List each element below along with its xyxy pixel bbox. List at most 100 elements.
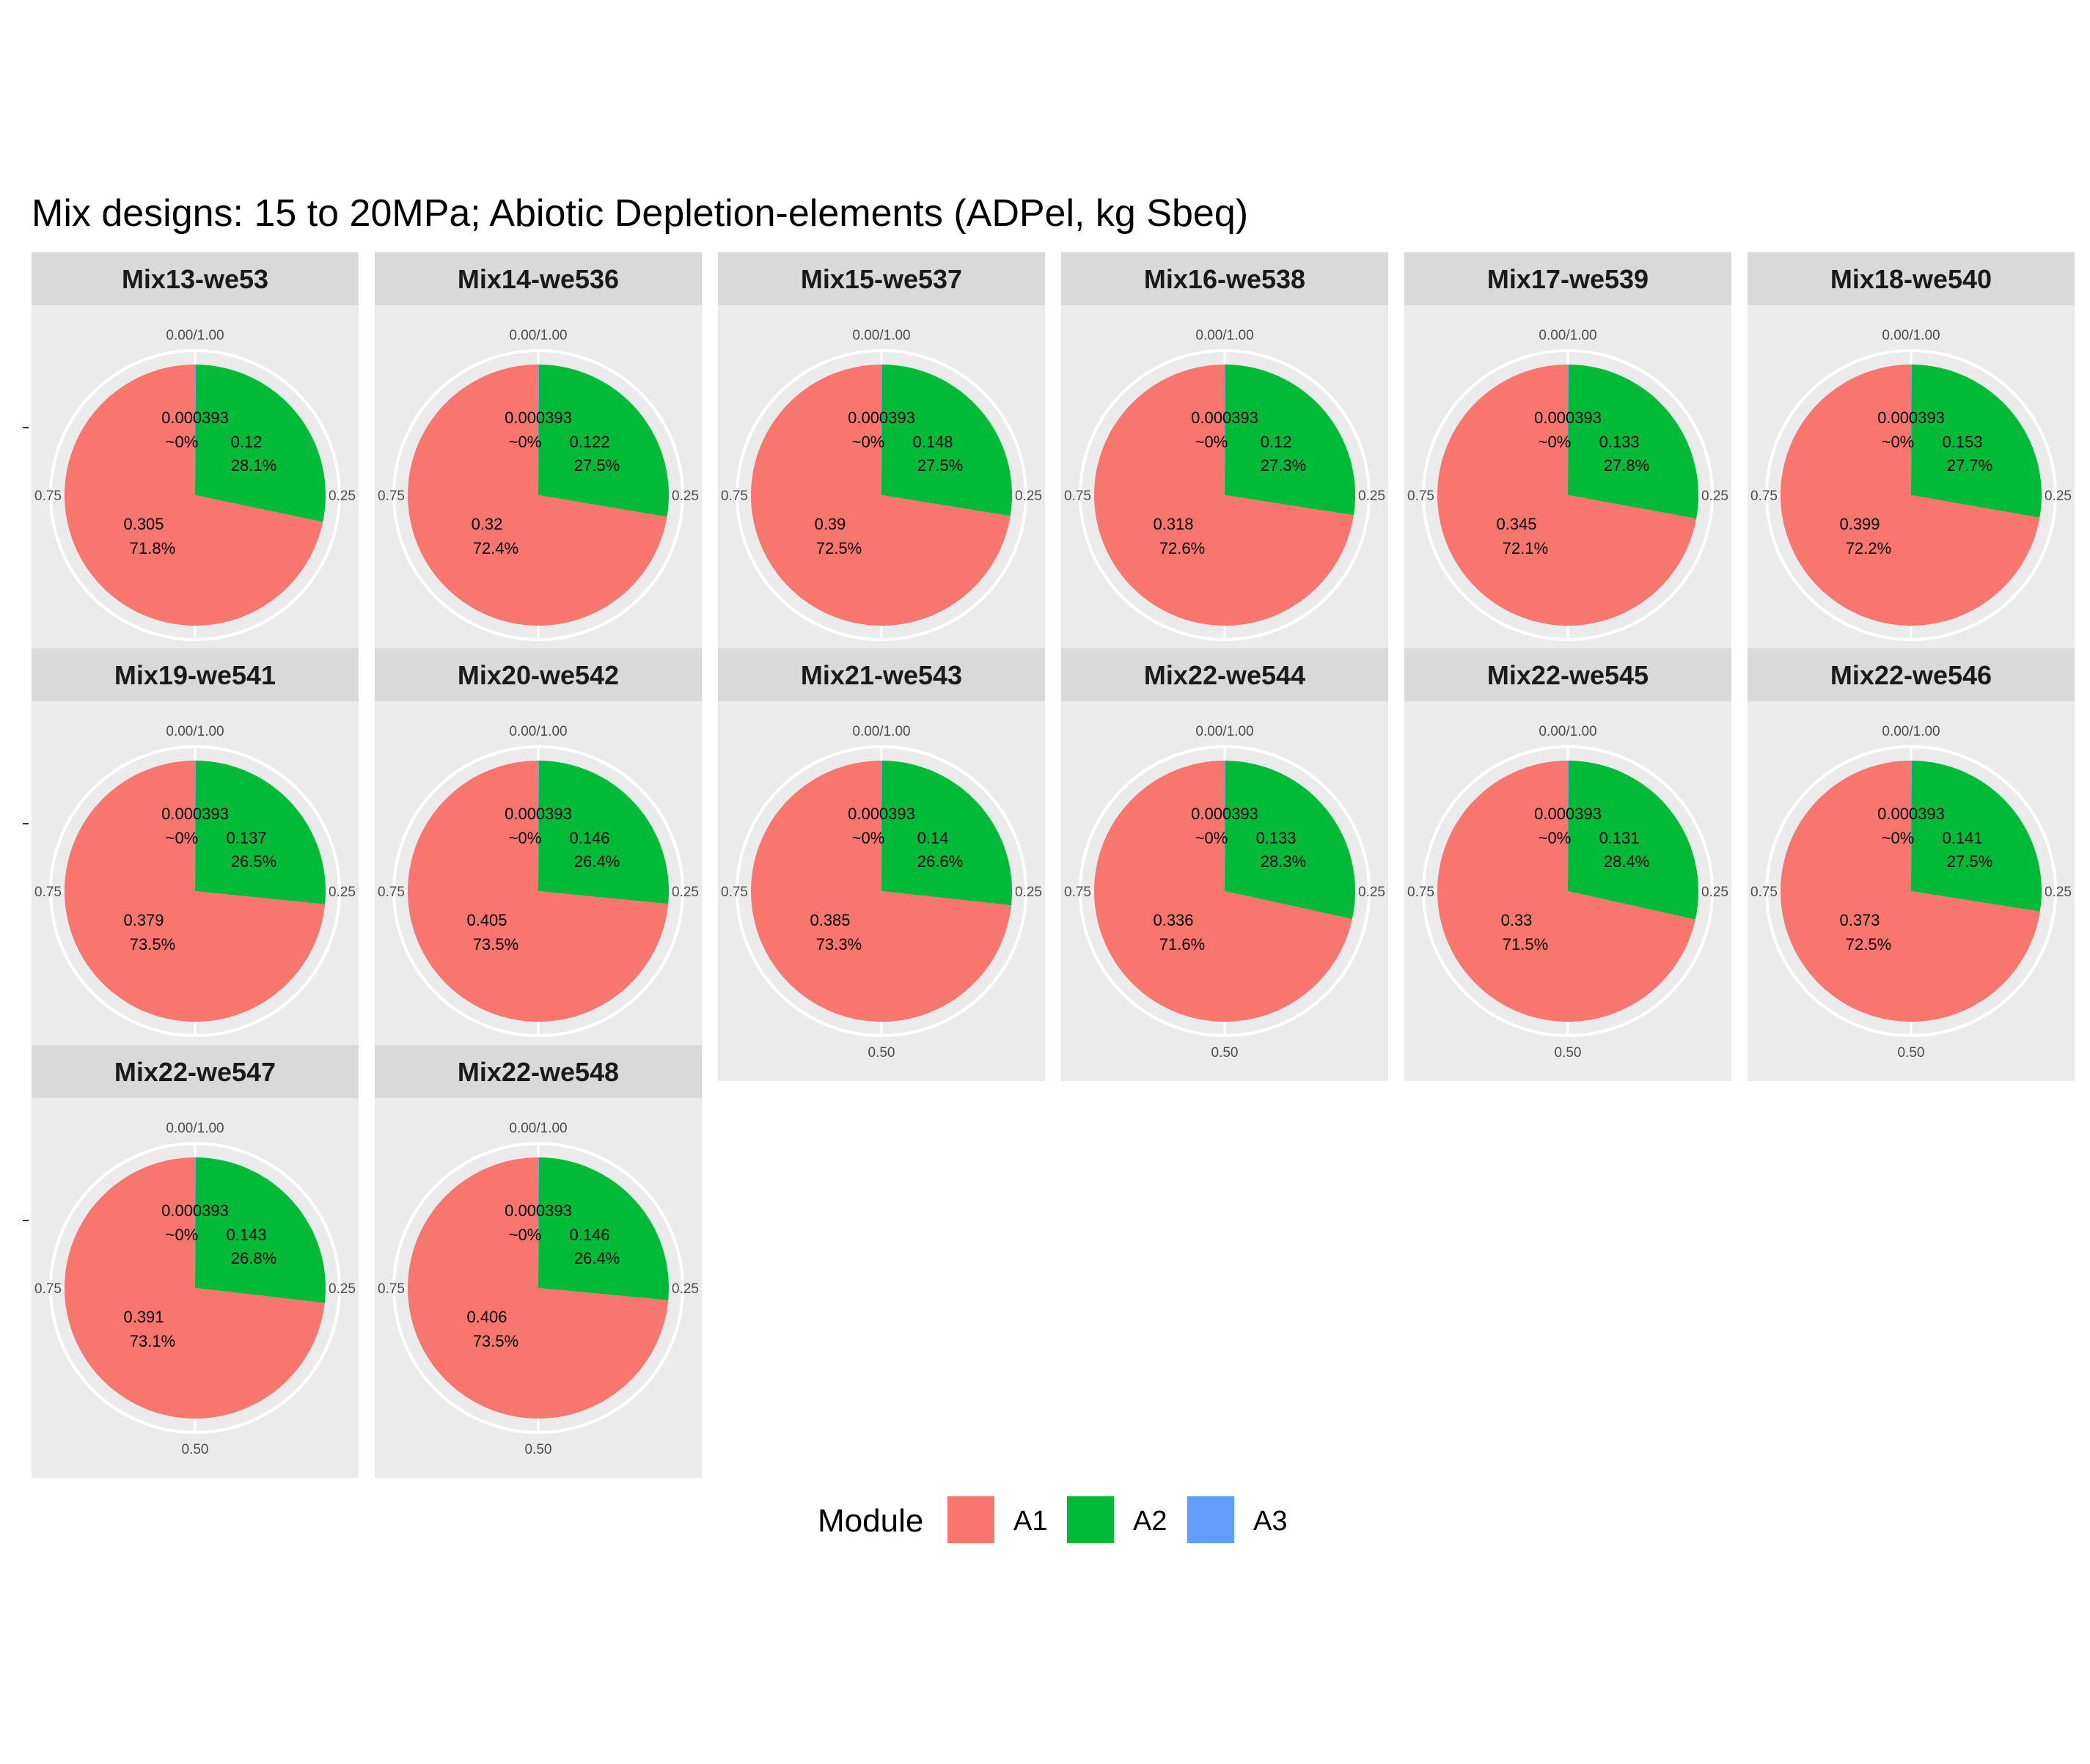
data-label: 0.146	[569, 829, 609, 847]
pie-slice-a3	[195, 364, 197, 495]
data-label: 0.318	[1153, 515, 1193, 533]
facet-strip-label: Mix22-we548	[458, 1057, 619, 1087]
chart-title: Mix designs: 15 to 20MPa; Abiotic Deplet…	[32, 192, 1248, 235]
data-label: 73.5%	[473, 935, 518, 954]
data-label: 26.8%	[231, 1249, 276, 1267]
data-label: 0.143	[226, 1226, 266, 1244]
theta-tick-label: 0.25	[2045, 488, 2072, 504]
data-label: 0.000393	[505, 409, 572, 427]
data-label: 0.399	[1839, 515, 1880, 533]
theta-tick-label: 0.00/1.00	[1882, 328, 1940, 343]
facet-panel: Mix22-we548 0.000393 ~0% 0.146 26.4% 0.406 73.…	[375, 1045, 702, 1478]
data-label: 27.3%	[1261, 456, 1306, 475]
theta-tick-label: 0.50	[1898, 1045, 1925, 1061]
theta-tick-label: 0.50	[868, 1045, 895, 1061]
facet-panel: Mix14-we536 0.000393 ~0% 0.122 27.5% 0.32 72.4…	[375, 252, 702, 685]
facet-strip	[1061, 252, 1388, 305]
pie-slice-a1	[1437, 761, 1695, 1022]
data-label: ~0%	[1195, 433, 1228, 451]
facet-panel: Mix15-we537 0.000393 ~0% 0.148 27.5% 0.39 72.5…	[718, 252, 1045, 685]
facet-strip	[32, 1045, 359, 1098]
data-label: 0.336	[1153, 911, 1193, 929]
data-label: 0.141	[1942, 829, 1982, 847]
facet-strip-label: Mix13-we53	[122, 264, 268, 294]
data-label: ~0%	[1195, 829, 1228, 847]
pie-slice-a2	[1568, 761, 1699, 920]
data-label: 0.000393	[1877, 805, 1945, 823]
facet-panel: Mix16-we538 0.000393 ~0% 0.12 27.3% 0.318 72.6…	[1061, 252, 1388, 685]
pie-slice-a3	[538, 760, 539, 891]
data-label: ~0%	[852, 433, 885, 451]
data-label: 72.5%	[816, 539, 862, 557]
theta-tick-label: 0.50	[182, 1442, 209, 1457]
theta-tick-label: 0.00/1.00	[166, 1121, 224, 1136]
theta-tick-label: 0.00/1.00	[1882, 724, 1940, 739]
data-label: 0.000393	[1534, 409, 1602, 427]
data-label: 0.000393	[161, 1201, 229, 1220]
data-label: ~0%	[852, 829, 885, 847]
data-label: 0.39	[815, 515, 846, 533]
data-label: 0.405	[466, 911, 507, 929]
theta-tick-label: 0.25	[672, 488, 699, 504]
facet-panel: Mix21-we543 0.000393 ~0% 0.14 26.6% 0.385 73.3…	[718, 648, 1045, 1081]
facet-panel: Mix22-we544 0.000393 ~0% 0.133 28.3% 0.336 71.…	[1061, 648, 1388, 1081]
theta-tick-label: 0.75	[1407, 885, 1434, 900]
data-label: 27.5%	[1947, 852, 1992, 871]
pie-slice-a3	[1911, 760, 1912, 891]
pie-slice-a3	[881, 364, 882, 495]
pie-slice-a3	[881, 760, 882, 891]
theta-tick-label: 0.00/1.00	[1195, 724, 1253, 739]
pie-slice-a1	[1780, 364, 2040, 626]
pie-slice-a3	[1568, 364, 1569, 495]
theta-tick-label: 0.75	[1750, 885, 1778, 900]
facet-strip-label: Mix20-we542	[458, 660, 619, 690]
facet-panel: Mix22-we546 0.000393 ~0% 0.141 27.5% 0.373 72.…	[1748, 648, 2075, 1081]
data-label: 73.5%	[130, 935, 175, 954]
data-label: 0.000393	[505, 805, 572, 823]
data-label: 0.131	[1599, 829, 1639, 847]
facet-strip-label: Mix22-we547	[114, 1057, 276, 1087]
data-label: 26.4%	[574, 1249, 620, 1267]
theta-tick-label: 0.25	[1701, 488, 1728, 504]
data-label: 28.1%	[231, 456, 276, 475]
data-label: 71.8%	[130, 539, 175, 557]
facet-strip	[375, 648, 702, 701]
data-label: ~0%	[509, 829, 542, 847]
pie-slice-a2	[1911, 761, 2042, 912]
data-label: 28.3%	[1261, 852, 1306, 871]
data-label: 0.000393	[505, 1201, 572, 1220]
pie-slice-a2	[195, 761, 326, 904]
data-label: 72.5%	[1846, 935, 1891, 954]
theta-tick-label: 0.75	[34, 1281, 62, 1297]
theta-tick-label: 0.00/1.00	[166, 328, 224, 343]
theta-tick-label: 0.50	[525, 1442, 552, 1457]
data-label: 27.7%	[1947, 456, 1992, 475]
data-label: 0.000393	[1877, 409, 1945, 427]
facet-strip-label: Mix18-we540	[1830, 264, 1992, 294]
facet-panel: Mix19-we541 0.000393 ~0% 0.137 26.5% 0.379 73.…	[23, 648, 359, 1081]
data-label: 0.153	[1942, 433, 1982, 451]
facet-strip	[375, 252, 702, 305]
pie-slice-a1	[751, 761, 1011, 1022]
data-label: 0.122	[569, 433, 609, 451]
theta-tick-label: 0.25	[1701, 885, 1728, 900]
facet-strip-label: Mix17-we539	[1487, 264, 1649, 294]
data-label: 0.385	[810, 911, 850, 929]
facet-panel: Mix20-we542 0.000393 ~0% 0.146 26.4% 0.405 73.…	[375, 648, 702, 1081]
data-label: 27.5%	[917, 456, 963, 475]
pie-slice-a1	[64, 365, 323, 626]
pie-slice-a2	[195, 365, 326, 522]
theta-tick-label: 0.75	[378, 1281, 405, 1297]
data-label: ~0%	[166, 1226, 199, 1244]
legend: Module A1 A2 A3	[818, 1496, 1287, 1543]
theta-tick-label: 0.25	[1015, 885, 1042, 900]
theta-tick-label: 0.75	[34, 885, 62, 900]
theta-tick-label: 0.25	[1358, 885, 1385, 900]
pie-slice-a1	[1437, 365, 1697, 626]
facet-panel: Mix22-we547 0.000393 ~0% 0.143 26.8% 0.391 73.…	[23, 1045, 359, 1478]
pie-slice-a2	[1568, 365, 1699, 519]
pie-slice-a2	[1911, 365, 2042, 518]
data-label: 0.33	[1501, 911, 1533, 929]
